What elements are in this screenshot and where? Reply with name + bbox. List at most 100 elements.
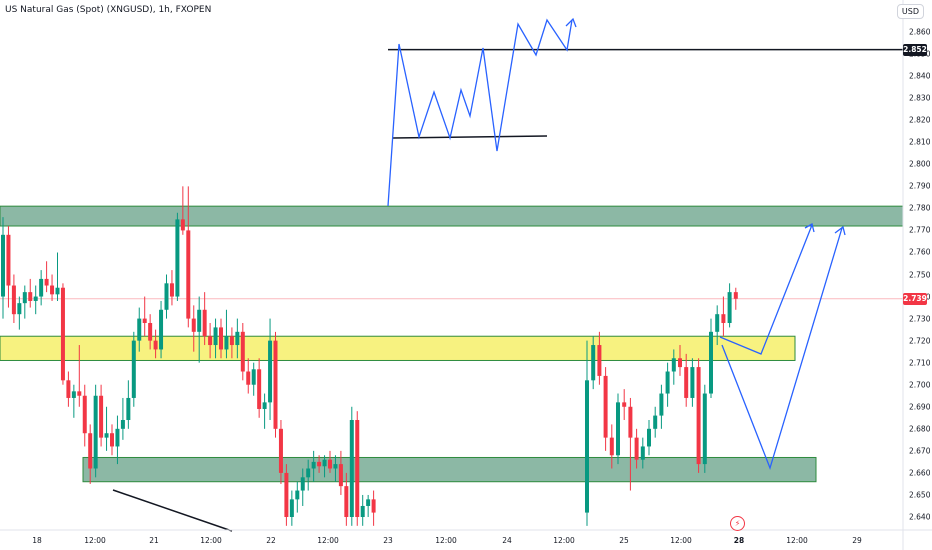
time-tick: 18 xyxy=(32,536,42,545)
candle xyxy=(322,459,327,467)
candle xyxy=(295,490,300,500)
candle xyxy=(82,395,87,434)
candle xyxy=(317,461,322,467)
symbol-title: US Natural Gas (Spot) (XNGUSD), 1h, FXOP… xyxy=(5,5,212,15)
candle xyxy=(169,283,174,297)
candle xyxy=(585,380,589,513)
time-tick: 12:00 xyxy=(786,536,808,545)
price-tick: 2.770 xyxy=(909,225,931,235)
candle xyxy=(137,318,142,341)
candle xyxy=(278,428,283,473)
candle xyxy=(640,446,645,460)
candle xyxy=(328,459,332,469)
time-tick: 21 xyxy=(149,536,159,545)
candle xyxy=(120,420,125,429)
candle xyxy=(219,327,223,350)
projection-path-a xyxy=(719,224,813,355)
candle xyxy=(66,380,71,398)
candle xyxy=(11,285,16,315)
candle xyxy=(360,505,365,517)
candle xyxy=(159,309,164,350)
candle xyxy=(235,331,240,346)
time-tick: 28 xyxy=(733,536,745,545)
candle xyxy=(366,499,371,506)
candle xyxy=(665,371,670,394)
candle xyxy=(99,395,104,438)
candle xyxy=(721,314,726,323)
time-tick: 12:00 xyxy=(84,536,106,545)
candle xyxy=(28,292,33,301)
price-tick: 2.730 xyxy=(909,314,931,324)
price-tick: 2.650 xyxy=(909,490,931,500)
candle xyxy=(603,375,608,438)
candle xyxy=(684,367,689,398)
candle xyxy=(597,345,602,376)
candle xyxy=(202,309,207,337)
trend-line xyxy=(112,489,233,532)
arrow-head xyxy=(834,225,846,236)
candle xyxy=(609,437,614,456)
price-tick: 2.670 xyxy=(909,446,931,456)
price-tick: 2.800 xyxy=(909,159,931,169)
price-tick: 2.790 xyxy=(909,181,931,191)
time-tick: 12:00 xyxy=(200,536,222,545)
arrow-head xyxy=(804,223,815,233)
currency-label[interactable]: USD xyxy=(896,4,924,19)
time-tick: 12:00 xyxy=(435,536,457,545)
price-tick: 2.700 xyxy=(909,380,931,390)
candle xyxy=(50,285,55,295)
candle xyxy=(55,287,60,295)
candle xyxy=(60,287,65,381)
time-tick: 12:00 xyxy=(553,536,575,545)
candle xyxy=(333,464,338,469)
candle xyxy=(715,314,720,332)
candle xyxy=(148,323,153,341)
time-tick: 23 xyxy=(383,536,393,545)
candle xyxy=(300,477,305,491)
arrow-head xyxy=(565,17,577,28)
candle xyxy=(115,428,120,447)
candle xyxy=(1,234,5,297)
candle xyxy=(284,472,289,517)
price-tick: 2.810 xyxy=(909,137,931,147)
pivot-zone xyxy=(0,335,796,361)
time-tick: 29 xyxy=(852,536,862,545)
candle xyxy=(240,331,245,372)
candle xyxy=(180,219,185,231)
candle xyxy=(702,393,707,465)
candle xyxy=(6,234,11,286)
candle xyxy=(289,499,294,517)
candle xyxy=(628,406,633,438)
candle xyxy=(268,340,273,403)
projection-path-top xyxy=(387,18,573,207)
candle xyxy=(191,318,196,332)
price-tick: 2.660 xyxy=(909,468,931,478)
candle xyxy=(17,303,22,315)
price-tick: 2.710 xyxy=(909,358,931,368)
candle xyxy=(251,369,256,385)
candle xyxy=(733,292,738,299)
candle xyxy=(355,420,360,517)
projection-path-b xyxy=(721,227,843,470)
candle xyxy=(709,331,713,394)
candle xyxy=(186,230,191,319)
candle xyxy=(591,345,596,381)
candle xyxy=(224,336,229,350)
candle xyxy=(273,340,278,429)
candle xyxy=(262,402,267,409)
level-price-tag: 2.852 xyxy=(903,43,927,56)
candle xyxy=(647,428,651,447)
price-tick: 2.820 xyxy=(909,115,931,125)
price-tick: 2.750 xyxy=(909,270,931,279)
candle xyxy=(671,358,676,372)
candle xyxy=(110,433,114,447)
lightning-icon[interactable]: ⚡ xyxy=(730,516,745,531)
candle xyxy=(371,499,376,513)
time-tick: 22 xyxy=(266,536,276,545)
candle xyxy=(349,420,354,517)
candle xyxy=(634,437,639,460)
candle xyxy=(126,397,131,420)
time-tick: 24 xyxy=(502,536,512,545)
candle xyxy=(44,278,49,286)
